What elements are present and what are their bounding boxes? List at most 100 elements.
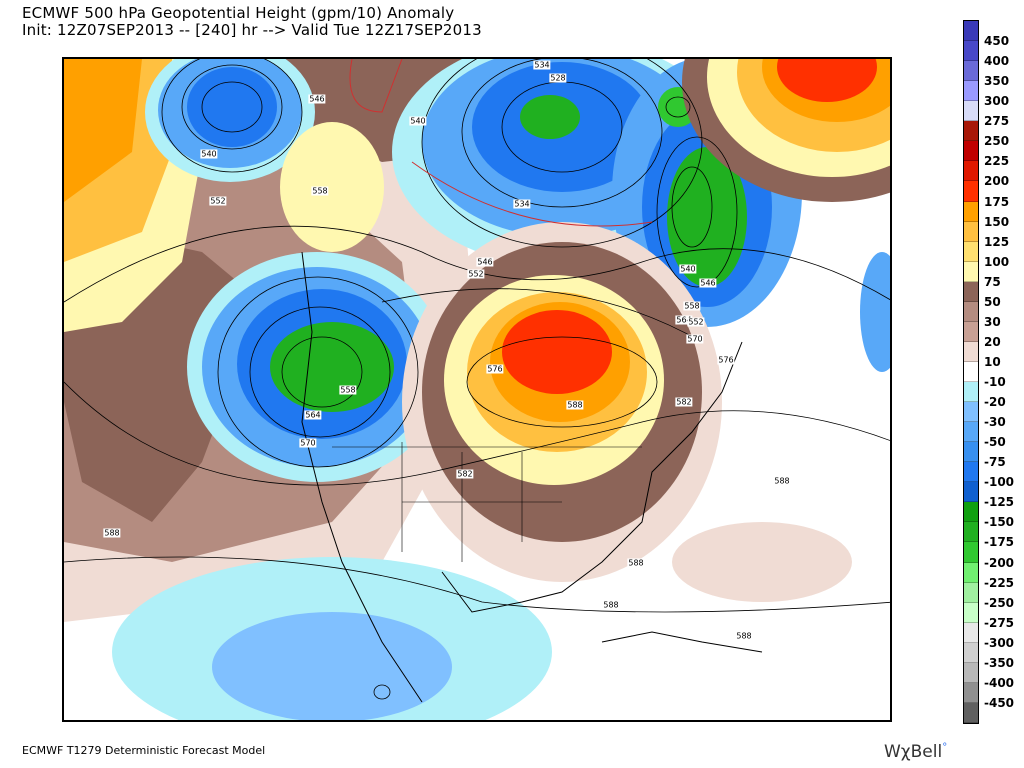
legend-label: -75 (984, 455, 1006, 470)
legend-swatch (964, 522, 978, 543)
legend-swatch (964, 21, 978, 42)
legend-swatch (964, 141, 978, 162)
legend-label: 20 (984, 334, 1001, 349)
contour-label: 576 (486, 364, 504, 374)
legend-swatch (964, 602, 978, 623)
contour-label: 570 (686, 334, 704, 344)
legend-label: 450 (984, 34, 1010, 49)
legend-label: -200 (984, 555, 1015, 570)
contour-label: 588 (773, 476, 791, 486)
anomaly-field (64, 59, 890, 720)
contour-label: 540 (409, 116, 427, 126)
legend-label: 400 (984, 54, 1010, 69)
anomaly-area-mexico-negative-core (212, 612, 452, 720)
contour-label: 558 (311, 186, 329, 196)
legend-label: 150 (984, 214, 1010, 229)
coastline (301, 251, 763, 703)
legend-swatch (964, 382, 978, 403)
legend-label: -450 (984, 695, 1015, 710)
legend-swatch (964, 662, 978, 683)
legend-swatch (964, 482, 978, 503)
legend-label: 350 (984, 74, 1010, 89)
contour-label: 588 (627, 558, 645, 568)
contour-label: 552 (687, 317, 705, 327)
model-caption: ECMWF T1279 Deterministic Forecast Model (22, 744, 266, 757)
legend-label: 275 (984, 114, 1010, 129)
legend-label: 200 (984, 174, 1010, 189)
contour-label: 558 (339, 385, 357, 395)
legend-label: 100 (984, 254, 1010, 269)
legend-swatch (964, 41, 978, 62)
anomaly-map: 546 540 552 558 540 534 528 534 546 552 540 546 558 5… (62, 57, 892, 722)
legend-label: -250 (984, 595, 1015, 610)
contour-label: 546 (308, 94, 326, 104)
legend-swatch (964, 181, 978, 202)
legend-label: -175 (984, 535, 1015, 550)
legend-label: -300 (984, 635, 1015, 650)
legend-label: -125 (984, 495, 1015, 510)
contour-label: 588 (103, 528, 121, 538)
legend-swatch (964, 462, 978, 483)
legend-label: 30 (984, 314, 1001, 329)
legend-label: 10 (984, 354, 1001, 369)
anomaly-area-central-ridge-red (502, 310, 612, 394)
brand-mark: ° (942, 742, 948, 753)
legend-swatch (964, 702, 978, 723)
legend-swatch (964, 562, 978, 583)
legend-label: -100 (984, 475, 1015, 490)
anomaly-area-greenland-low-core (667, 147, 747, 287)
low-contour-mexico (373, 684, 391, 700)
legend-swatch (964, 682, 978, 703)
color-legend-bar (963, 20, 979, 724)
contour-label: 528 (549, 73, 567, 83)
height-contours (64, 59, 890, 613)
anomaly-area-caribbean-pink (672, 522, 852, 602)
legend-swatch (964, 442, 978, 463)
map-title: ECMWF 500 hPa Geopotential Height (gpm/1… (22, 4, 455, 22)
legend-swatch (964, 101, 978, 122)
legend-swatch (964, 201, 978, 222)
contour-label: 582 (456, 469, 474, 479)
legend-label: 125 (984, 234, 1010, 249)
anomaly-area-east-edge-blue (860, 252, 890, 372)
legend-swatch (964, 61, 978, 82)
contour-label: 558 (683, 301, 701, 311)
legend-label: -150 (984, 515, 1015, 530)
contour-label: 570 (299, 438, 317, 448)
legend-label: -275 (984, 615, 1015, 630)
contour-label: 534 (533, 60, 551, 70)
legend-label: 75 (984, 274, 1001, 289)
contour-label: 582 (675, 397, 693, 407)
legend-label: -350 (984, 655, 1015, 670)
contour-label: 564 (304, 410, 322, 420)
contour-label: 540 (200, 149, 218, 159)
legend-label: -400 (984, 675, 1015, 690)
legend-label: -30 (984, 415, 1006, 430)
contour-label: 588 (602, 600, 620, 610)
legend-swatch (964, 241, 978, 262)
contour-label: 564 (675, 315, 693, 325)
contour-label: 588 (735, 631, 753, 641)
legend-swatch (964, 81, 978, 102)
legend-swatch (964, 281, 978, 302)
legend-swatch (964, 582, 978, 603)
anomaly-area-alaska-low-core (187, 67, 277, 147)
political-borders (332, 442, 642, 562)
legend-label: -10 (984, 375, 1006, 390)
legend-label: -20 (984, 395, 1006, 410)
anomaly-area-atlantic-ridge-red (777, 59, 877, 102)
legend-swatch (964, 341, 978, 362)
legend-swatch (964, 161, 978, 182)
map-subtitle: Init: 12Z07SEP2013 -- [240] hr --> Valid… (22, 21, 482, 39)
anomaly-area-nw-orange (64, 59, 142, 202)
brand-text: WχBell (884, 742, 943, 762)
contour-label: 546 (699, 278, 717, 288)
legend-label: 225 (984, 154, 1010, 169)
contour-label: 576 (717, 355, 735, 365)
legend-label: 300 (984, 94, 1010, 109)
legend-swatch (964, 221, 978, 242)
legend-label: 175 (984, 194, 1010, 209)
red-reference-contours (349, 59, 653, 227)
legend-swatch (964, 542, 978, 563)
anomaly-area-yukon-ridge (280, 122, 384, 252)
